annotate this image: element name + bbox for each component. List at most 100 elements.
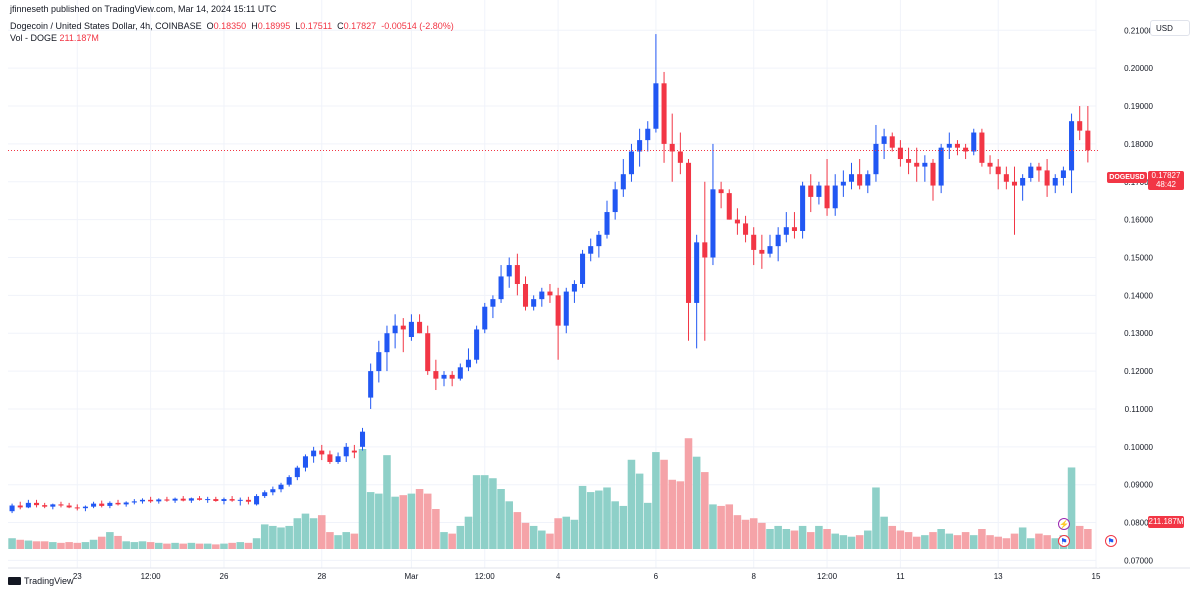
- flag-icon[interactable]: ⚑: [1058, 535, 1070, 547]
- candle-body: [832, 185, 838, 209]
- volume-bar: [448, 533, 456, 549]
- candle-body: [270, 489, 276, 493]
- candle-body: [816, 185, 822, 197]
- volume-bar: [440, 532, 448, 549]
- candle-body: [58, 504, 64, 506]
- candle-body: [465, 359, 471, 368]
- candle-body: [800, 185, 806, 231]
- candle-body: [954, 143, 960, 148]
- candle-body: [979, 132, 985, 163]
- candle-body: [506, 265, 512, 277]
- volume-bar: [73, 542, 82, 549]
- candle-body: [359, 431, 366, 447]
- volume-bar: [334, 535, 342, 549]
- candle-body: [74, 507, 80, 509]
- candle-body: [205, 499, 211, 501]
- x-tick-label: 8: [751, 572, 756, 581]
- candle-body: [278, 484, 284, 490]
- volume-bar: [260, 524, 269, 549]
- candle-body: [1085, 130, 1091, 151]
- volume-bar: [562, 516, 571, 549]
- candle-body: [311, 450, 317, 457]
- candle-body: [449, 374, 455, 379]
- candle-body: [531, 299, 537, 307]
- volume-bar: [986, 535, 994, 549]
- volume-legend: Vol - DOGE 211.187M: [10, 32, 99, 44]
- volume-bar: [350, 533, 359, 549]
- candle-body: [123, 502, 129, 505]
- volume-bar: [1051, 538, 1060, 549]
- candle-body: [221, 499, 227, 501]
- price-axis[interactable]: 0.210000.200000.190000.180000.170000.160…: [1124, 26, 1153, 565]
- candle-body: [604, 212, 610, 235]
- volume-bar: [1043, 535, 1051, 549]
- candles: [9, 34, 1091, 514]
- volume-bar: [97, 536, 106, 549]
- candle-body: [1011, 181, 1018, 186]
- volume-bar: [855, 535, 864, 549]
- volume-bar: [212, 544, 220, 549]
- volume-bar: [81, 542, 90, 549]
- candle-body: [327, 454, 333, 462]
- volume-bar: [8, 538, 16, 549]
- candle-body: [392, 325, 398, 334]
- volume-bar: [733, 515, 742, 549]
- volume-bar: [815, 525, 823, 549]
- candle-body: [824, 185, 830, 209]
- candle-body: [229, 499, 235, 501]
- candle-body: [433, 371, 439, 379]
- candle-body: [115, 502, 121, 505]
- volume-bar: [839, 535, 848, 549]
- volume-bar: [912, 536, 921, 549]
- candle-body: [164, 499, 170, 501]
- volume-bar: [57, 542, 65, 549]
- candle-body: [930, 162, 936, 186]
- tradingview-logo-text: TradingView: [24, 576, 74, 586]
- candle-body: [441, 374, 447, 379]
- volume-bar: [611, 501, 619, 549]
- volume-bar: [375, 493, 383, 549]
- x-tick-label: 12:00: [817, 572, 838, 581]
- volume-bar: [676, 481, 685, 549]
- candle-body: [91, 503, 97, 507]
- currency-button[interactable]: USD: [1150, 20, 1190, 36]
- volume-bar: [236, 542, 245, 549]
- time-axis[interactable]: 23 12:00 26 28 Mar 12:00 4 6 8 12:00 11 13 15: [73, 572, 1101, 581]
- candle-body: [188, 498, 194, 501]
- volume-bar: [16, 539, 24, 549]
- volume-bar: [456, 525, 465, 549]
- volume-bar: [692, 456, 701, 549]
- volume-bar: [171, 542, 179, 549]
- candle-body: [971, 132, 977, 152]
- candle-body: [514, 265, 520, 284]
- y-tick-label: 0.10000: [1124, 443, 1153, 452]
- volume-bar: [701, 472, 709, 549]
- candle-body: [726, 193, 732, 220]
- candle-body: [775, 234, 781, 247]
- volume-bar: [603, 487, 611, 549]
- volume-bar: [1018, 527, 1027, 549]
- volume-bar: [798, 525, 807, 549]
- candle-body: [759, 249, 765, 254]
- candle-body: [897, 147, 903, 160]
- volume-bar: [831, 533, 839, 549]
- candle-body: [881, 136, 887, 144]
- volume-bar: [432, 509, 440, 549]
- candle-body: [1003, 174, 1009, 182]
- candle-body: [368, 371, 374, 398]
- y-tick-label: 0.08000: [1124, 519, 1153, 528]
- candle-body: [156, 499, 162, 502]
- volume-bar: [489, 478, 497, 549]
- candle-body: [9, 505, 15, 512]
- last-volume-badge: 211.187M: [1148, 516, 1184, 528]
- tradingview-logo[interactable]: TradingView: [8, 575, 74, 587]
- volume-bar: [317, 515, 326, 549]
- flag-icon[interactable]: ⚑: [1105, 535, 1117, 547]
- lightning-icon[interactable]: ⚡: [1058, 518, 1070, 530]
- y-tick-label: 0.13000: [1124, 329, 1153, 338]
- volume-bar: [570, 519, 579, 549]
- volume-bar: [774, 525, 782, 549]
- candle-body: [840, 181, 846, 186]
